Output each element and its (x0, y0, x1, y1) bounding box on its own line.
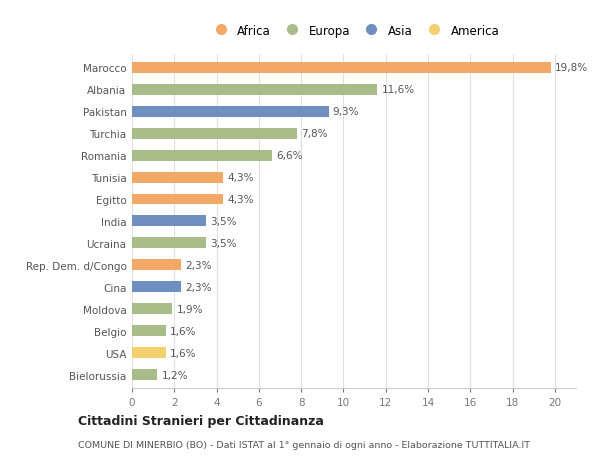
Text: 4,3%: 4,3% (227, 173, 254, 183)
Bar (132, 260, 181, 271)
Text: 1,6%: 1,6% (170, 348, 197, 358)
Text: 6,6%: 6,6% (276, 151, 302, 161)
Bar (132, 129, 297, 140)
Bar (132, 369, 157, 380)
Text: COMUNE DI MINERBIO (BO) - Dati ISTAT al 1° gennaio di ogni anno - Elaborazione T: COMUNE DI MINERBIO (BO) - Dati ISTAT al … (78, 441, 530, 449)
Text: 3,5%: 3,5% (210, 238, 237, 248)
Text: 2,3%: 2,3% (185, 282, 211, 292)
Legend: Africa, Europa, Asia, America: Africa, Europa, Asia, America (205, 21, 503, 41)
Bar (132, 106, 329, 118)
Bar (132, 238, 206, 249)
Bar (132, 303, 172, 314)
Text: Cittadini Stranieri per Cittadinanza: Cittadini Stranieri per Cittadinanza (78, 414, 324, 428)
Text: 1,9%: 1,9% (176, 304, 203, 314)
Text: 1,2%: 1,2% (161, 370, 188, 380)
Bar (132, 216, 206, 227)
Bar (132, 194, 223, 205)
Text: 11,6%: 11,6% (382, 85, 415, 95)
Bar (132, 325, 166, 336)
Bar (132, 84, 377, 95)
Bar (132, 63, 551, 74)
Text: 9,3%: 9,3% (333, 107, 359, 117)
Bar (132, 172, 223, 183)
Text: 19,8%: 19,8% (555, 63, 588, 73)
Text: 3,5%: 3,5% (210, 217, 237, 226)
Text: 1,6%: 1,6% (170, 326, 197, 336)
Bar (132, 347, 166, 358)
Bar (132, 282, 181, 293)
Text: 2,3%: 2,3% (185, 260, 211, 270)
Bar (132, 150, 272, 161)
Text: 7,8%: 7,8% (301, 129, 328, 139)
Text: 4,3%: 4,3% (227, 195, 254, 205)
